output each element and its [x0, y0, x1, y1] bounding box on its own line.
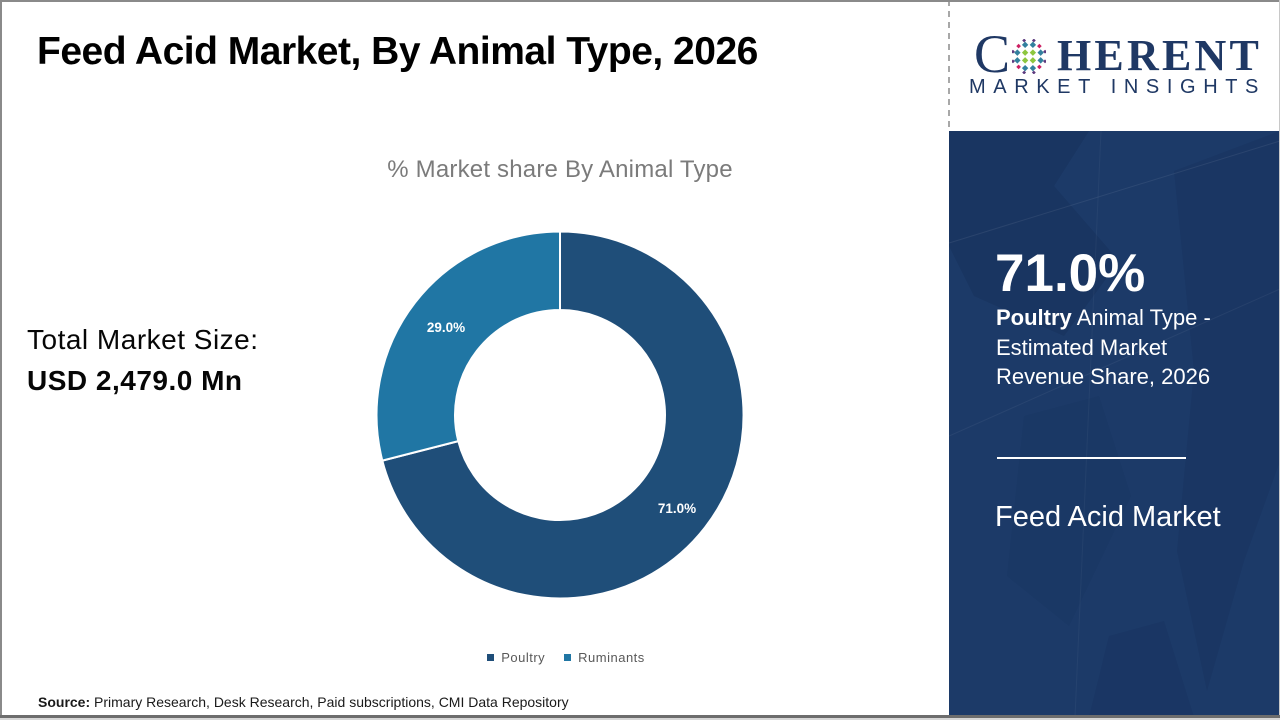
svg-text:29.0%: 29.0% — [427, 320, 465, 335]
svg-text:71.0%: 71.0% — [658, 501, 696, 516]
